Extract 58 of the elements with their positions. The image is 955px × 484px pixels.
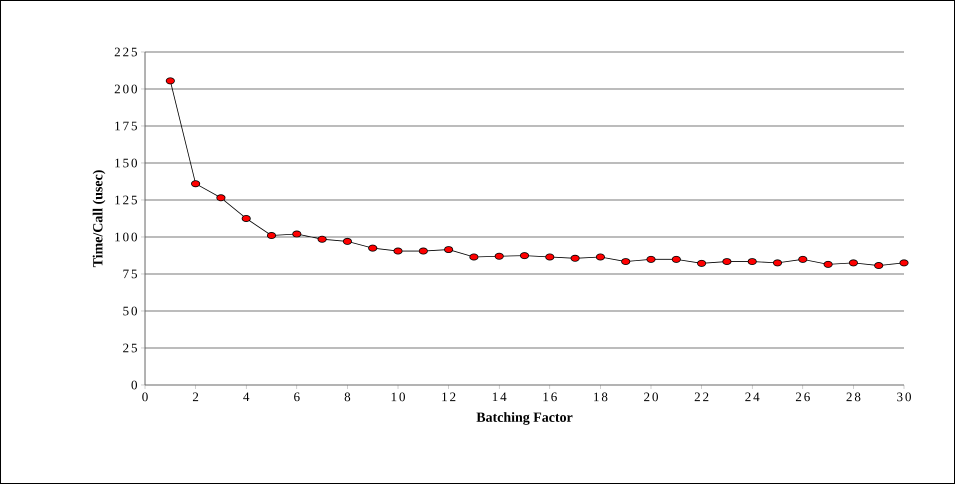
point bbox=[570, 254, 580, 262]
x-tick-label: 4 bbox=[243, 392, 250, 402]
point bbox=[798, 256, 808, 263]
point bbox=[469, 253, 478, 260]
point bbox=[166, 77, 175, 84]
x-tick-label: 2 bbox=[192, 392, 198, 402]
y-tick-label: 225 bbox=[114, 48, 137, 56]
point bbox=[596, 253, 605, 260]
x-tick-label: 8 bbox=[344, 392, 350, 402]
point bbox=[520, 252, 530, 260]
x-tick-label: 20 bbox=[644, 392, 658, 402]
point bbox=[697, 260, 706, 267]
point bbox=[418, 248, 428, 255]
x-tick-label: 6 bbox=[294, 392, 300, 402]
point bbox=[545, 253, 554, 260]
x-tick-label: 28 bbox=[846, 392, 860, 402]
y-tick-label: 50 bbox=[123, 306, 137, 316]
x-tick-label: 18 bbox=[594, 392, 608, 402]
point bbox=[899, 259, 909, 266]
y-tick-label: 100 bbox=[115, 232, 137, 242]
point bbox=[646, 256, 656, 263]
point bbox=[318, 236, 327, 243]
x-tick-label: 12 bbox=[442, 392, 456, 402]
x-tick-label: 26 bbox=[796, 392, 810, 402]
y-tick-label: 75 bbox=[123, 270, 137, 278]
point bbox=[242, 214, 251, 222]
point bbox=[722, 258, 732, 266]
point bbox=[266, 232, 276, 239]
x-tick-label: 24 bbox=[745, 392, 760, 402]
y-tick-label: 200 bbox=[114, 84, 137, 94]
point bbox=[191, 180, 200, 188]
x-tick-label: 22 bbox=[694, 392, 708, 402]
y-tick-label: 175 bbox=[115, 122, 137, 130]
point bbox=[748, 258, 757, 266]
point bbox=[824, 260, 833, 268]
point bbox=[444, 246, 454, 254]
x-tick-label: 14 bbox=[492, 392, 506, 402]
point bbox=[393, 248, 403, 255]
x-axis-title: Batching Factor bbox=[476, 412, 572, 425]
x-tick-label: 10 bbox=[392, 392, 405, 402]
point bbox=[621, 258, 630, 266]
point bbox=[368, 244, 378, 252]
y-tick-label: 150 bbox=[115, 158, 137, 168]
point bbox=[874, 262, 884, 270]
point bbox=[342, 238, 352, 245]
x-tick-label: 0 bbox=[142, 392, 148, 402]
point bbox=[848, 259, 858, 266]
point bbox=[672, 256, 681, 263]
point bbox=[216, 194, 226, 202]
x-tick-label: 30 bbox=[897, 392, 911, 402]
point bbox=[292, 230, 302, 238]
y-tick-label: 125 bbox=[115, 196, 137, 204]
x-tick-label: 16 bbox=[544, 392, 557, 402]
point bbox=[494, 252, 504, 260]
y-tick-label: 0 bbox=[132, 380, 137, 390]
y-tick-label: 25 bbox=[123, 344, 137, 352]
point bbox=[772, 259, 782, 266]
y-axis-title: Time/Call (usec) bbox=[92, 170, 106, 268]
